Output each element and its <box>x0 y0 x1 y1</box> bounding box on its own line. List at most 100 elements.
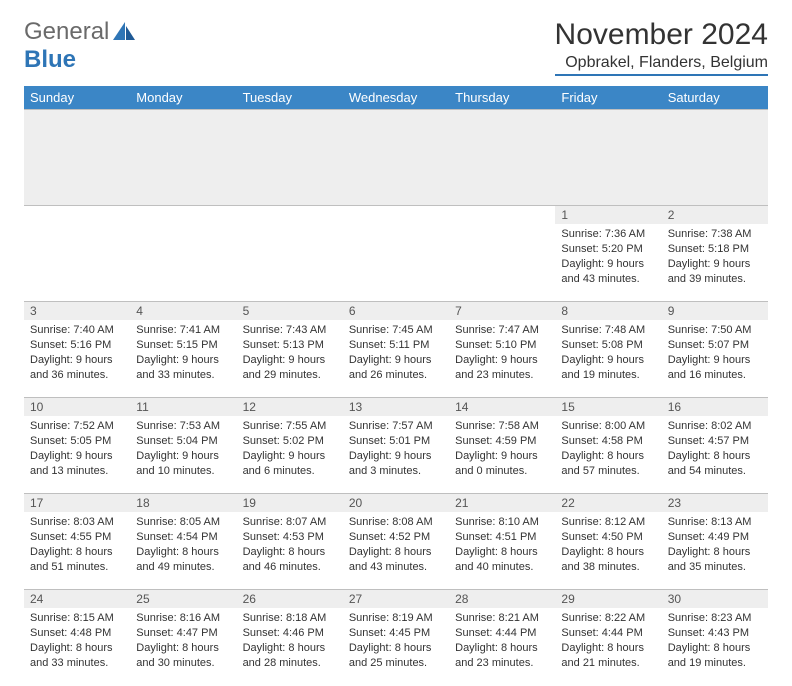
sunset-text: Sunset: 4:46 PM <box>243 626 337 641</box>
daylight-text: Daylight: 9 hours and 39 minutes. <box>668 257 762 287</box>
calendar-day-cell: 9Sunrise: 7:50 AMSunset: 5:07 PMDaylight… <box>662 302 768 398</box>
day-number: 30 <box>662 590 768 608</box>
sail-icon <box>113 22 135 42</box>
sunset-text: Sunset: 4:45 PM <box>349 626 443 641</box>
sunrise-text: Sunrise: 7:45 AM <box>349 323 443 338</box>
header: General November 2024 Opbrakel, Flanders… <box>24 18 768 76</box>
sunset-text: Sunset: 4:52 PM <box>349 530 443 545</box>
sunset-text: Sunset: 4:54 PM <box>136 530 230 545</box>
day-number: 11 <box>130 398 236 416</box>
brand-logo: General <box>24 18 137 46</box>
daylight-text: Daylight: 8 hours and 30 minutes. <box>136 641 230 671</box>
calendar-day-cell: 12Sunrise: 7:55 AMSunset: 5:02 PMDayligh… <box>237 398 343 494</box>
sunset-text: Sunset: 5:16 PM <box>30 338 124 353</box>
daylight-text: Daylight: 8 hours and 21 minutes. <box>561 641 655 671</box>
day-details: Sunrise: 7:43 AMSunset: 5:13 PMDaylight:… <box>237 320 343 386</box>
calendar-day-cell: . <box>449 206 555 302</box>
day-details: Sunrise: 8:15 AMSunset: 4:48 PMDaylight:… <box>24 608 130 674</box>
title-block: November 2024 Opbrakel, Flanders, Belgiu… <box>555 18 768 76</box>
brand-word2: Blue <box>24 46 76 74</box>
day-number: 14 <box>449 398 555 416</box>
calendar-day-cell: 16Sunrise: 8:02 AMSunset: 4:57 PMDayligh… <box>662 398 768 494</box>
sunset-text: Sunset: 5:18 PM <box>668 242 762 257</box>
sunset-text: Sunset: 4:50 PM <box>561 530 655 545</box>
day-details: Sunrise: 7:58 AMSunset: 4:59 PMDaylight:… <box>449 416 555 482</box>
day-number: 1 <box>555 206 661 224</box>
daylight-text: Daylight: 8 hours and 57 minutes. <box>561 449 655 479</box>
day-details: Sunrise: 8:07 AMSunset: 4:53 PMDaylight:… <box>237 512 343 578</box>
calendar-day-cell: 5Sunrise: 7:43 AMSunset: 5:13 PMDaylight… <box>237 302 343 398</box>
sunrise-text: Sunrise: 8:18 AM <box>243 611 337 626</box>
daylight-text: Daylight: 9 hours and 23 minutes. <box>455 353 549 383</box>
sunrise-text: Sunrise: 7:58 AM <box>455 419 549 434</box>
weekday-header: Saturday <box>662 86 768 110</box>
sunrise-text: Sunrise: 8:19 AM <box>349 611 443 626</box>
sunrise-text: Sunrise: 7:43 AM <box>243 323 337 338</box>
sunrise-text: Sunrise: 8:08 AM <box>349 515 443 530</box>
day-details <box>449 224 555 231</box>
daylight-text: Daylight: 9 hours and 29 minutes. <box>243 353 337 383</box>
calendar-day-cell: 28Sunrise: 8:21 AMSunset: 4:44 PMDayligh… <box>449 590 555 686</box>
sunset-text: Sunset: 5:01 PM <box>349 434 443 449</box>
sunrise-text: Sunrise: 8:15 AM <box>30 611 124 626</box>
sunset-text: Sunset: 4:58 PM <box>561 434 655 449</box>
calendar-day-cell: . <box>24 206 130 302</box>
day-details: Sunrise: 8:02 AMSunset: 4:57 PMDaylight:… <box>662 416 768 482</box>
daylight-text: Daylight: 8 hours and 19 minutes. <box>668 641 762 671</box>
daylight-text: Daylight: 8 hours and 35 minutes. <box>668 545 762 575</box>
daylight-text: Daylight: 8 hours and 33 minutes. <box>30 641 124 671</box>
day-details: Sunrise: 7:45 AMSunset: 5:11 PMDaylight:… <box>343 320 449 386</box>
day-details: Sunrise: 8:03 AMSunset: 4:55 PMDaylight:… <box>24 512 130 578</box>
day-number: 25 <box>130 590 236 608</box>
day-details: Sunrise: 7:57 AMSunset: 5:01 PMDaylight:… <box>343 416 449 482</box>
sunset-text: Sunset: 4:43 PM <box>668 626 762 641</box>
calendar-week-row: .....1Sunrise: 7:36 AMSunset: 5:20 PMDay… <box>24 206 768 302</box>
day-number: 13 <box>343 398 449 416</box>
weekday-header: Sunday <box>24 86 130 110</box>
calendar-day-cell: 24Sunrise: 8:15 AMSunset: 4:48 PMDayligh… <box>24 590 130 686</box>
daylight-text: Daylight: 9 hours and 36 minutes. <box>30 353 124 383</box>
weekday-header: Wednesday <box>343 86 449 110</box>
day-number: 23 <box>662 494 768 512</box>
sunset-text: Sunset: 4:51 PM <box>455 530 549 545</box>
day-details: Sunrise: 7:50 AMSunset: 5:07 PMDaylight:… <box>662 320 768 386</box>
day-number: 12 <box>237 398 343 416</box>
day-number: 20 <box>343 494 449 512</box>
sunset-text: Sunset: 5:15 PM <box>136 338 230 353</box>
daylight-text: Daylight: 8 hours and 28 minutes. <box>243 641 337 671</box>
sunset-text: Sunset: 4:49 PM <box>668 530 762 545</box>
daylight-text: Daylight: 8 hours and 46 minutes. <box>243 545 337 575</box>
day-number: 2 <box>662 206 768 224</box>
sunrise-text: Sunrise: 8:16 AM <box>136 611 230 626</box>
day-number: 8 <box>555 302 661 320</box>
day-number: 26 <box>237 590 343 608</box>
day-number: 9 <box>662 302 768 320</box>
sunrise-text: Sunrise: 7:57 AM <box>349 419 443 434</box>
sunrise-text: Sunrise: 8:21 AM <box>455 611 549 626</box>
calendar-day-cell: 6Sunrise: 7:45 AMSunset: 5:11 PMDaylight… <box>343 302 449 398</box>
calendar-week-row: 3Sunrise: 7:40 AMSunset: 5:16 PMDaylight… <box>24 302 768 398</box>
sunrise-text: Sunrise: 7:53 AM <box>136 419 230 434</box>
calendar-day-cell: 13Sunrise: 7:57 AMSunset: 5:01 PMDayligh… <box>343 398 449 494</box>
calendar-day-cell: 29Sunrise: 8:22 AMSunset: 4:44 PMDayligh… <box>555 590 661 686</box>
daylight-text: Daylight: 8 hours and 51 minutes. <box>30 545 124 575</box>
location-text: Opbrakel, Flanders, Belgium <box>555 54 768 76</box>
day-details <box>24 224 130 231</box>
sunrise-text: Sunrise: 7:48 AM <box>561 323 655 338</box>
weekday-header: Thursday <box>449 86 555 110</box>
sunset-text: Sunset: 4:44 PM <box>561 626 655 641</box>
sunset-text: Sunset: 5:07 PM <box>668 338 762 353</box>
sunset-text: Sunset: 5:13 PM <box>243 338 337 353</box>
sunset-text: Sunset: 5:10 PM <box>455 338 549 353</box>
sunset-text: Sunset: 4:57 PM <box>668 434 762 449</box>
calendar-day-cell: 23Sunrise: 8:13 AMSunset: 4:49 PMDayligh… <box>662 494 768 590</box>
brand-word1: General <box>24 18 109 46</box>
sunrise-text: Sunrise: 8:22 AM <box>561 611 655 626</box>
day-details: Sunrise: 8:23 AMSunset: 4:43 PMDaylight:… <box>662 608 768 674</box>
calendar-day-cell: 30Sunrise: 8:23 AMSunset: 4:43 PMDayligh… <box>662 590 768 686</box>
calendar-day-cell: 21Sunrise: 8:10 AMSunset: 4:51 PMDayligh… <box>449 494 555 590</box>
calendar-day-cell: 22Sunrise: 8:12 AMSunset: 4:50 PMDayligh… <box>555 494 661 590</box>
daylight-text: Daylight: 8 hours and 54 minutes. <box>668 449 762 479</box>
day-number: 18 <box>130 494 236 512</box>
day-number: 4 <box>130 302 236 320</box>
